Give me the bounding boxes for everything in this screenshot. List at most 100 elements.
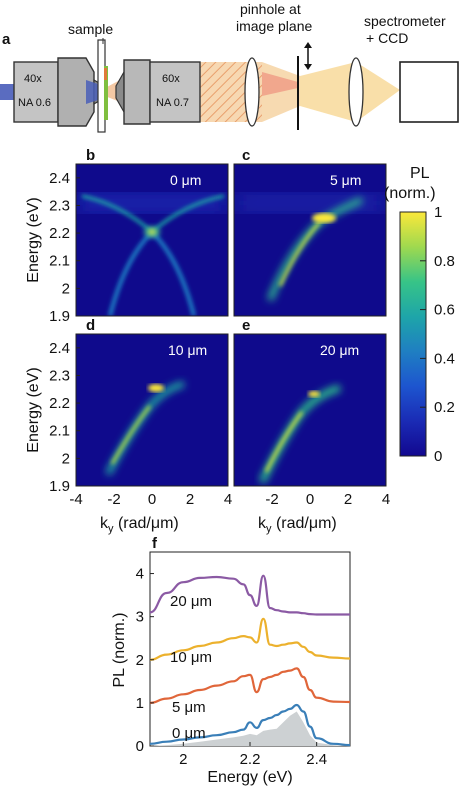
map-0um-label: 0 μm	[170, 172, 201, 188]
map-x-tick-label: -2	[265, 491, 278, 508]
map-x-tick-label: 2	[344, 491, 352, 508]
spectra-y-tick-label: 2	[136, 652, 144, 669]
map-5um-label: 5 μm	[330, 172, 361, 188]
map-10um-frame	[75, 333, 229, 487]
series-label: 20 μm	[170, 593, 212, 610]
map-x-tick-label: 0	[306, 491, 314, 508]
spectra-lines	[149, 574, 351, 747]
series-line-3	[149, 574, 350, 616]
setup-schematic: a 40x NA 0.6 sample 60x NA 0.7	[0, 1, 459, 133]
spectra-ylabel: PL (norm.)	[111, 613, 128, 688]
map-y-tick-label: 2.4	[49, 170, 70, 187]
panel-letter-b: b	[86, 147, 95, 164]
colorbar-tick-label: 0	[434, 448, 442, 465]
series-label: 0 μm	[172, 725, 206, 742]
spectra-x-tick-label: 2	[179, 751, 187, 768]
sample-film	[104, 66, 108, 120]
colorbar-tick-label: 0.4	[434, 350, 455, 367]
spectra-y-ticks: 0 1 2 3 4	[136, 566, 154, 755]
beam-3	[300, 62, 356, 122]
colorbar: PL (norm.) 1 0.8 0.6 0.4 0.2 0	[384, 165, 455, 465]
map-x-tick-label: 4	[224, 491, 232, 508]
beam-focus	[262, 72, 298, 96]
objective-1-barrel	[57, 57, 95, 127]
map-x-tick-label: 2	[186, 491, 194, 508]
pl-maps: b c d e 0 μm 5 μm	[25, 147, 390, 535]
spectrometer-box	[399, 61, 459, 123]
spectra-y-tick-label: 1	[136, 695, 144, 712]
series-line-0	[149, 703, 351, 747]
colorbar-tick-label: 0.8	[434, 253, 455, 270]
spectra-y-tick-label: 3	[136, 609, 144, 626]
map-y-tick-label: 2	[62, 450, 70, 467]
spectra-series-labels: 0 μm 5 μm 10 μm 20 μm	[170, 593, 212, 742]
map-y-ticks: 2.4 2.3 2.2 2.1 2 1.9 2.4 2.3 2.2 2.1 2 1.9	[49, 170, 80, 495]
series-line-1	[149, 667, 351, 704]
map-x-ticks: -4 -2 0 2 4 -2 0 2 4	[69, 491, 390, 508]
colorbar-title-2: (norm.)	[384, 185, 436, 202]
objective-2-barrel	[123, 59, 151, 125]
map-ylabel-bottom: Energy (eV)	[25, 367, 42, 452]
map-y-tick-label: 2.4	[49, 340, 70, 357]
sample-label: sample	[68, 21, 113, 37]
series-line-2	[149, 617, 351, 661]
map-y-tick-label: 2	[62, 280, 70, 297]
colorbar-tick-label: 0.6	[434, 302, 455, 319]
spectra-x-tick-label: 2.2	[240, 751, 261, 768]
map-x-tick-label: 4	[382, 491, 390, 508]
map-10um-label: 10 μm	[168, 342, 207, 358]
map-y-tick-label: 2.3	[49, 367, 70, 384]
spectrometer-label-1: spectrometer	[364, 13, 446, 29]
map-x-tick-label: -4	[69, 491, 82, 508]
panel-letter-a: a	[2, 31, 11, 48]
map-20um-frame	[233, 333, 387, 487]
map-10um	[76, 334, 228, 486]
objective-1-body	[13, 61, 59, 123]
colorbar-ticks: 1 0.8 0.6 0.4 0.2 0	[420, 204, 455, 465]
spectra-xlabel: Energy (eV)	[207, 769, 292, 786]
spectra-x-tick-label: 2.4	[306, 751, 327, 768]
map-20um	[234, 334, 386, 486]
objective-2-mag: 60x	[162, 73, 180, 85]
pinhole-arrow-head-up	[304, 42, 312, 48]
objective-2-body	[149, 61, 201, 123]
map-20um-label: 20 μm	[320, 342, 359, 358]
series-label: 10 μm	[170, 649, 212, 666]
panel-letter-f: f	[152, 535, 158, 552]
colorbar-bar	[399, 211, 427, 457]
map-xlabel-right: ky (rad/μm)	[258, 515, 337, 535]
map-0um	[76, 164, 228, 316]
objective-1-mag: 40x	[24, 73, 42, 85]
lens-2	[348, 57, 364, 127]
map-y-tick-label: 2.1	[49, 423, 70, 440]
colorbar-title-1: PL	[410, 165, 430, 182]
spectra-chart: f 0 μm 5 μm 10 μm 20 μm 0 1 2 3 4 2 2.2 2.4 PL (n…	[111, 535, 351, 786]
pinhole-arrow-head-down	[304, 64, 312, 70]
spectra-y-tick-label: 0	[136, 738, 144, 755]
lens-1	[244, 57, 260, 127]
spectrometer-label-2: + CCD	[366, 30, 408, 46]
colorbar-tick-label: 0.2	[434, 399, 455, 416]
colorbar-tick-label: 1	[434, 204, 442, 221]
map-y-tick-label: 1.9	[49, 308, 70, 325]
map-y-tick-label: 2.1	[49, 253, 70, 270]
map-y-tick-label: 2.2	[49, 395, 70, 412]
beam-4	[356, 62, 400, 122]
spectra-reference-fill	[150, 711, 350, 746]
objective-1-na: NA 0.6	[18, 97, 51, 109]
series-label: 5 μm	[172, 699, 206, 716]
pinhole-label-2: image plane	[236, 18, 312, 34]
map-0um-frame	[75, 163, 229, 317]
sample-spot	[104, 68, 107, 80]
objective-2-tip	[115, 69, 125, 115]
map-x-tick-label: 0	[148, 491, 156, 508]
sample-slide	[97, 39, 106, 133]
spectra-x-ticks: 2 2.2 2.4	[179, 742, 327, 768]
map-x-tick-label: -2	[107, 491, 120, 508]
spectra-y-tick-label: 4	[136, 566, 144, 583]
reference-fill-area	[150, 711, 350, 746]
map-xlabel-left: ky (rad/μm)	[100, 515, 179, 535]
map-5um-frame	[233, 163, 387, 317]
panel-letter-d: d	[86, 317, 95, 334]
